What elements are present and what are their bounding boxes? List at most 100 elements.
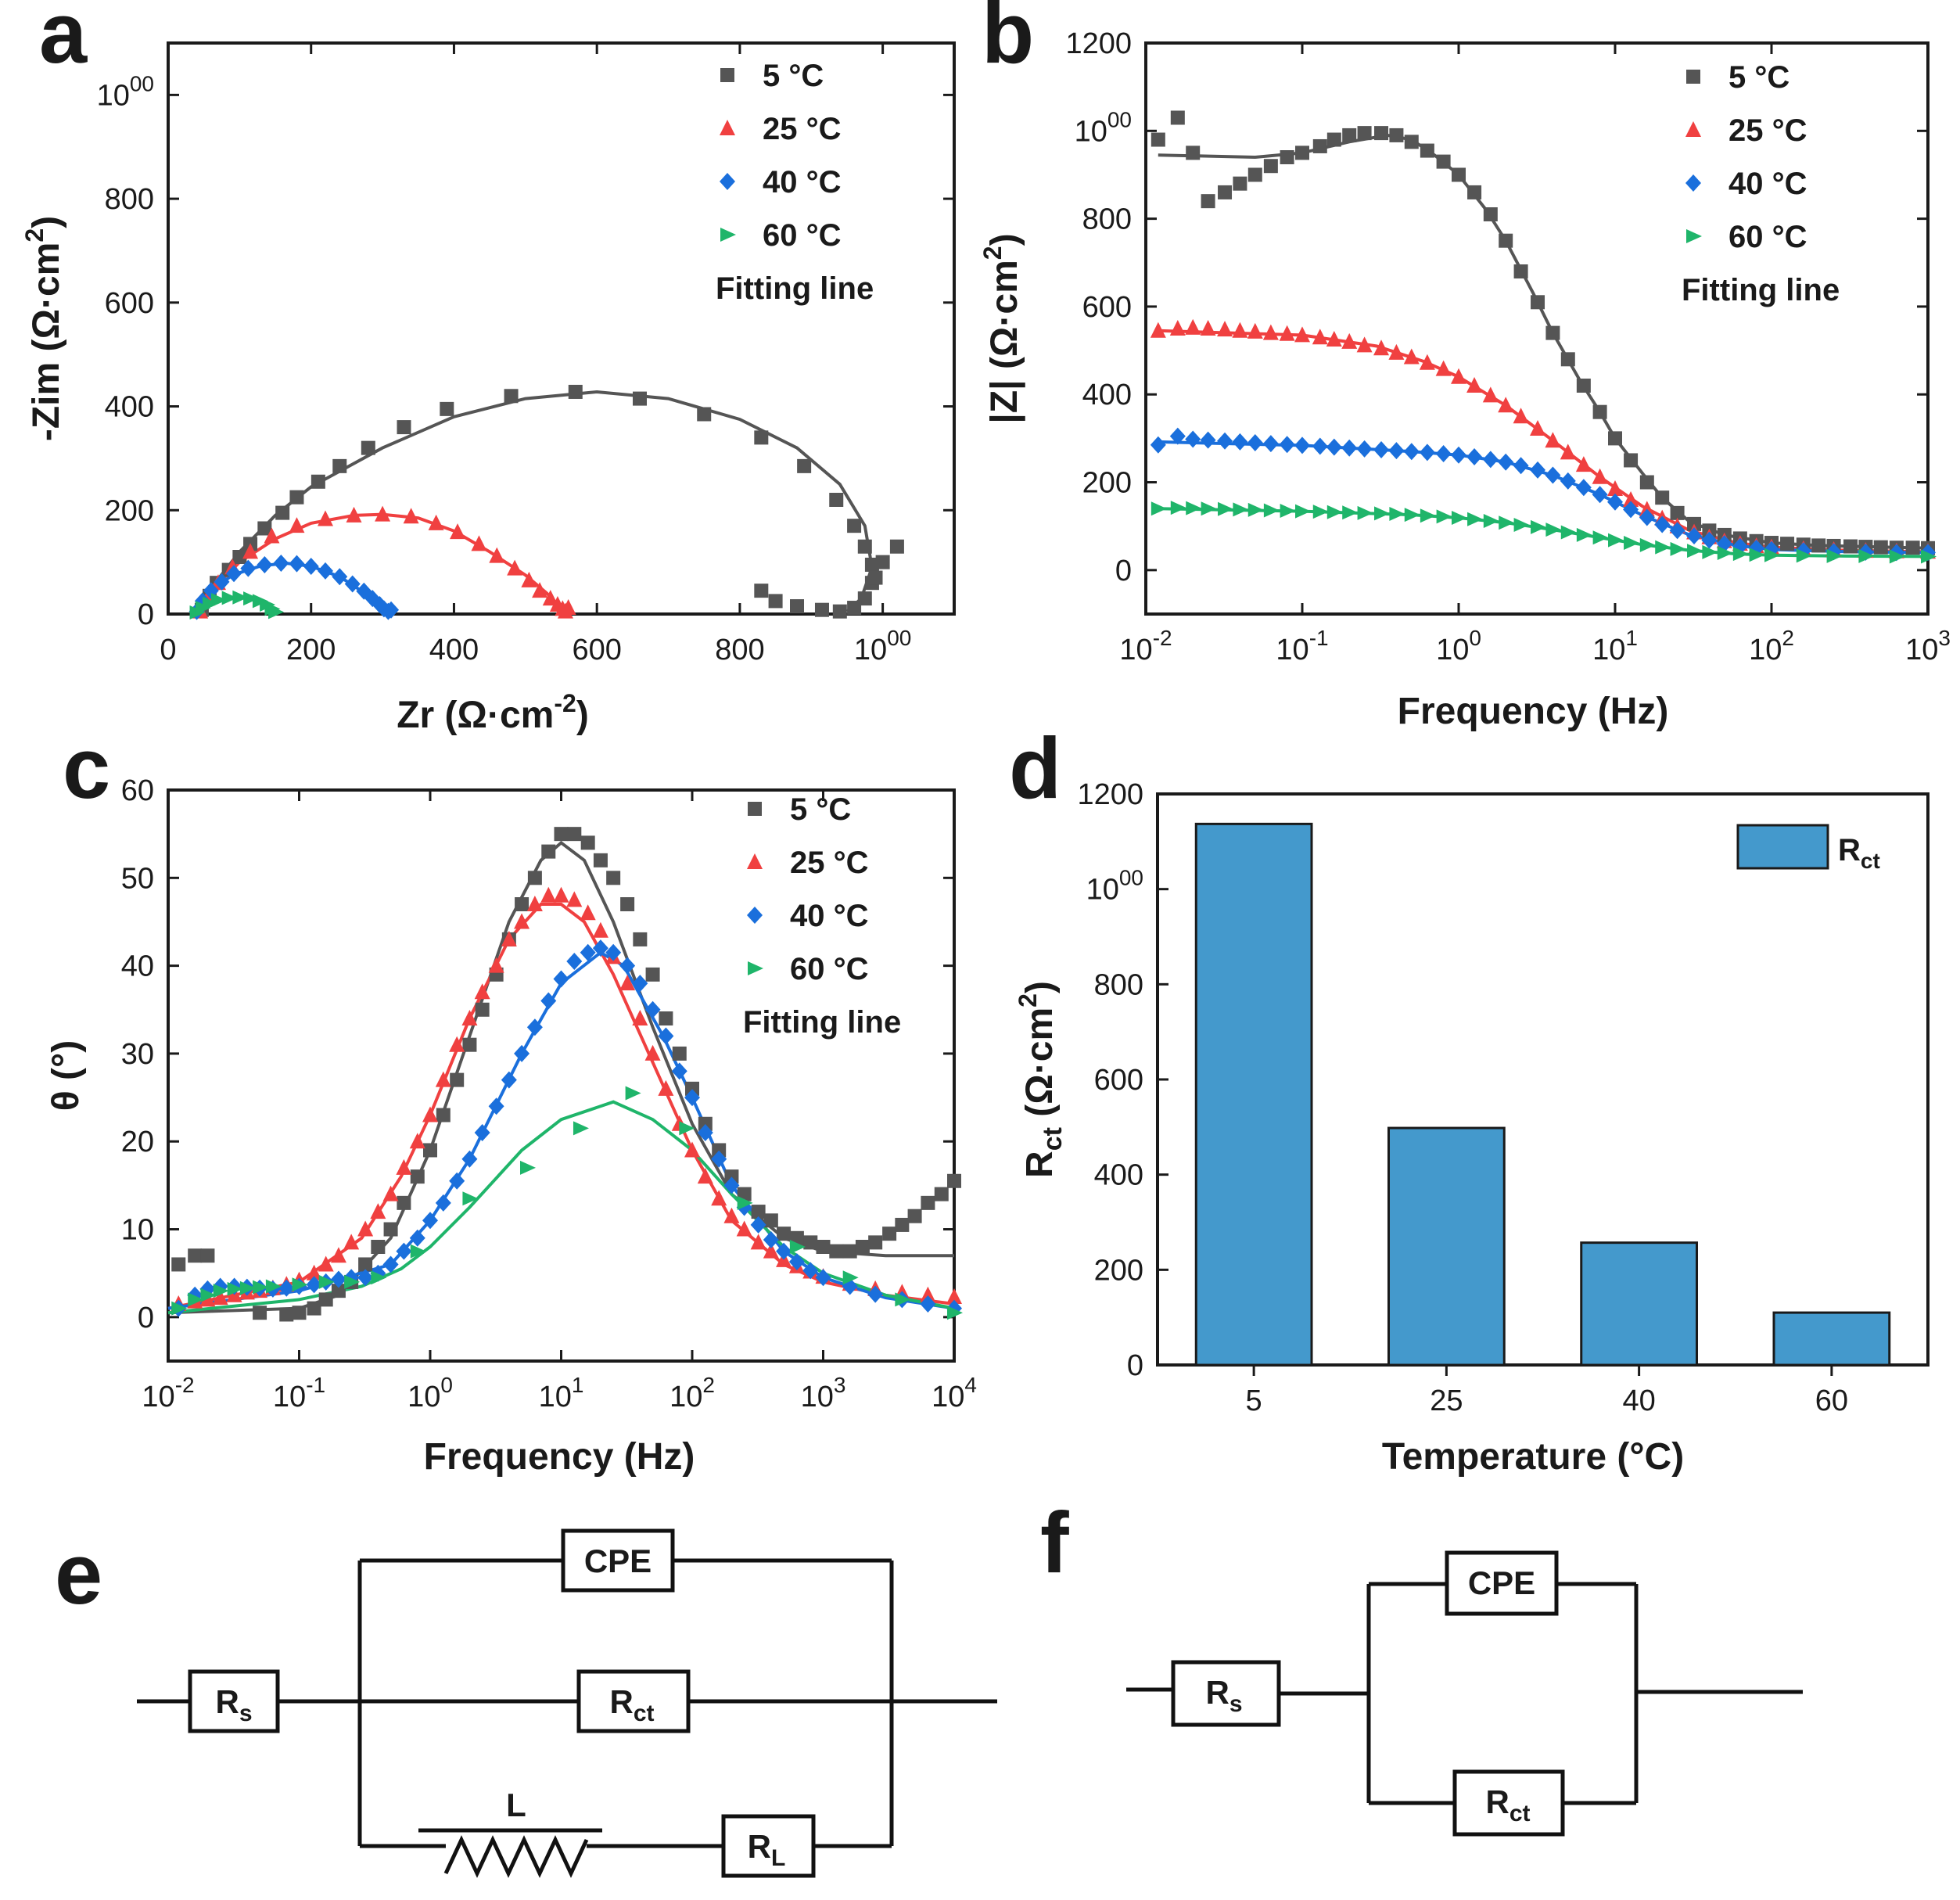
data-point [1373,440,1390,458]
data-point [1312,437,1328,455]
y-tick-label: 800 [1082,203,1132,236]
data-point [202,596,218,611]
data-point [697,1124,713,1141]
data-point [489,547,505,563]
data-point [307,1301,321,1316]
y-tick-label: 0 [1127,1349,1143,1382]
data-point [1592,530,1609,545]
data-point [803,1235,818,1250]
data-point [540,992,557,1010]
data-point [232,550,247,564]
data-point [1217,321,1233,337]
data-point [776,1242,792,1260]
data-point [1232,433,1248,451]
data-point [1326,438,1342,456]
data-markers [171,827,963,1322]
data-point [644,1044,661,1061]
data-point [1608,533,1624,548]
data-point [946,1288,962,1305]
data-point [1623,501,1639,519]
y-tick-label: 400 [1082,379,1132,411]
cpe-label: CPE [584,1543,652,1579]
data-point [685,1081,699,1096]
y-tick-label: 600 [1082,291,1132,324]
data-point [789,1240,806,1254]
data-point [1780,537,1795,551]
y-tick-label: 40 [121,950,154,983]
y-axis-label: θ (°) [45,1040,87,1111]
data-point [346,506,362,523]
data-point [1499,515,1515,530]
data-point [1326,132,1341,147]
panel-c-bode-phase-plot: 10-2 10-1 100 101 102 103 104 0 10 20 30 40 50 60 5 °… [45,774,977,1478]
data-point [1169,427,1186,445]
legend-label: 60 °C [1728,220,1807,254]
data-point [1374,126,1389,141]
x-tick-label: 102 [669,1373,715,1413]
data-point [1639,537,1656,552]
data-point [829,1244,844,1259]
data-point [580,943,596,961]
data-point [344,1274,361,1289]
data-point [1749,548,1765,562]
data-point [450,1072,465,1087]
inductor-element [443,1835,589,1878]
data-point [895,1217,910,1232]
data-point [671,1062,687,1080]
data-point [1513,408,1529,424]
data-point [1451,446,1466,464]
data-point [171,1301,188,1316]
x-tick-label: 800 [715,634,764,666]
data-point [257,521,272,536]
data-point [1889,549,1905,564]
panel-a-nyquist-plot: 0 200 400 600 800 1000 0 200 400 600 800 1000 5 °C 2… [20,41,956,736]
data-point [1717,545,1733,560]
data-point [318,1255,334,1272]
rct-label: Rct [609,1683,654,1726]
data-point [580,904,596,921]
x-axis-label: Zr (Ω·cm-2) [397,689,589,736]
data-point [1404,508,1420,523]
data-point [1295,504,1311,519]
data-point [711,1150,727,1168]
data-point [1373,339,1390,356]
data-point [504,389,519,404]
data-point [449,1172,465,1190]
data-point [1702,544,1718,559]
data-point [566,953,583,970]
data-point [868,1235,883,1250]
data-point [723,1207,740,1223]
data-point [188,1292,204,1307]
data-point [1482,386,1499,403]
data-point [1356,336,1373,353]
y-tick-label: 800 [105,183,154,216]
data-point [1686,527,1703,545]
data-point [868,570,883,585]
data-point [474,1124,490,1141]
data-markers [1150,110,1937,564]
x-tick-label: 10-1 [1276,626,1328,666]
data-point [1262,324,1279,340]
data-point [1482,451,1499,469]
data-point [471,535,487,551]
y-tick-label: 60 [121,774,154,807]
data-point [253,1306,267,1320]
data-point [265,1279,282,1294]
axis-ticks: 0 200 400 600 800 1000 0 200 400 600 800 1000 [97,43,954,666]
data-point [1560,525,1577,540]
data-point [619,957,636,975]
data-point [802,1262,819,1280]
data-point [1796,548,1812,563]
data-point [875,555,890,569]
data-point [1233,502,1249,517]
data-point [410,1169,425,1184]
x-tick-label: 10-2 [142,1373,194,1413]
y-tick-label: 1000 [1075,107,1132,148]
data-point [200,1288,217,1302]
data-point [1151,132,1165,147]
x-tick-label: 0 [160,634,176,666]
fit-line-1 [167,903,955,1310]
legend-fit-label: Fitting line [1682,273,1840,307]
data-point [1419,354,1435,370]
data-point [289,555,305,573]
